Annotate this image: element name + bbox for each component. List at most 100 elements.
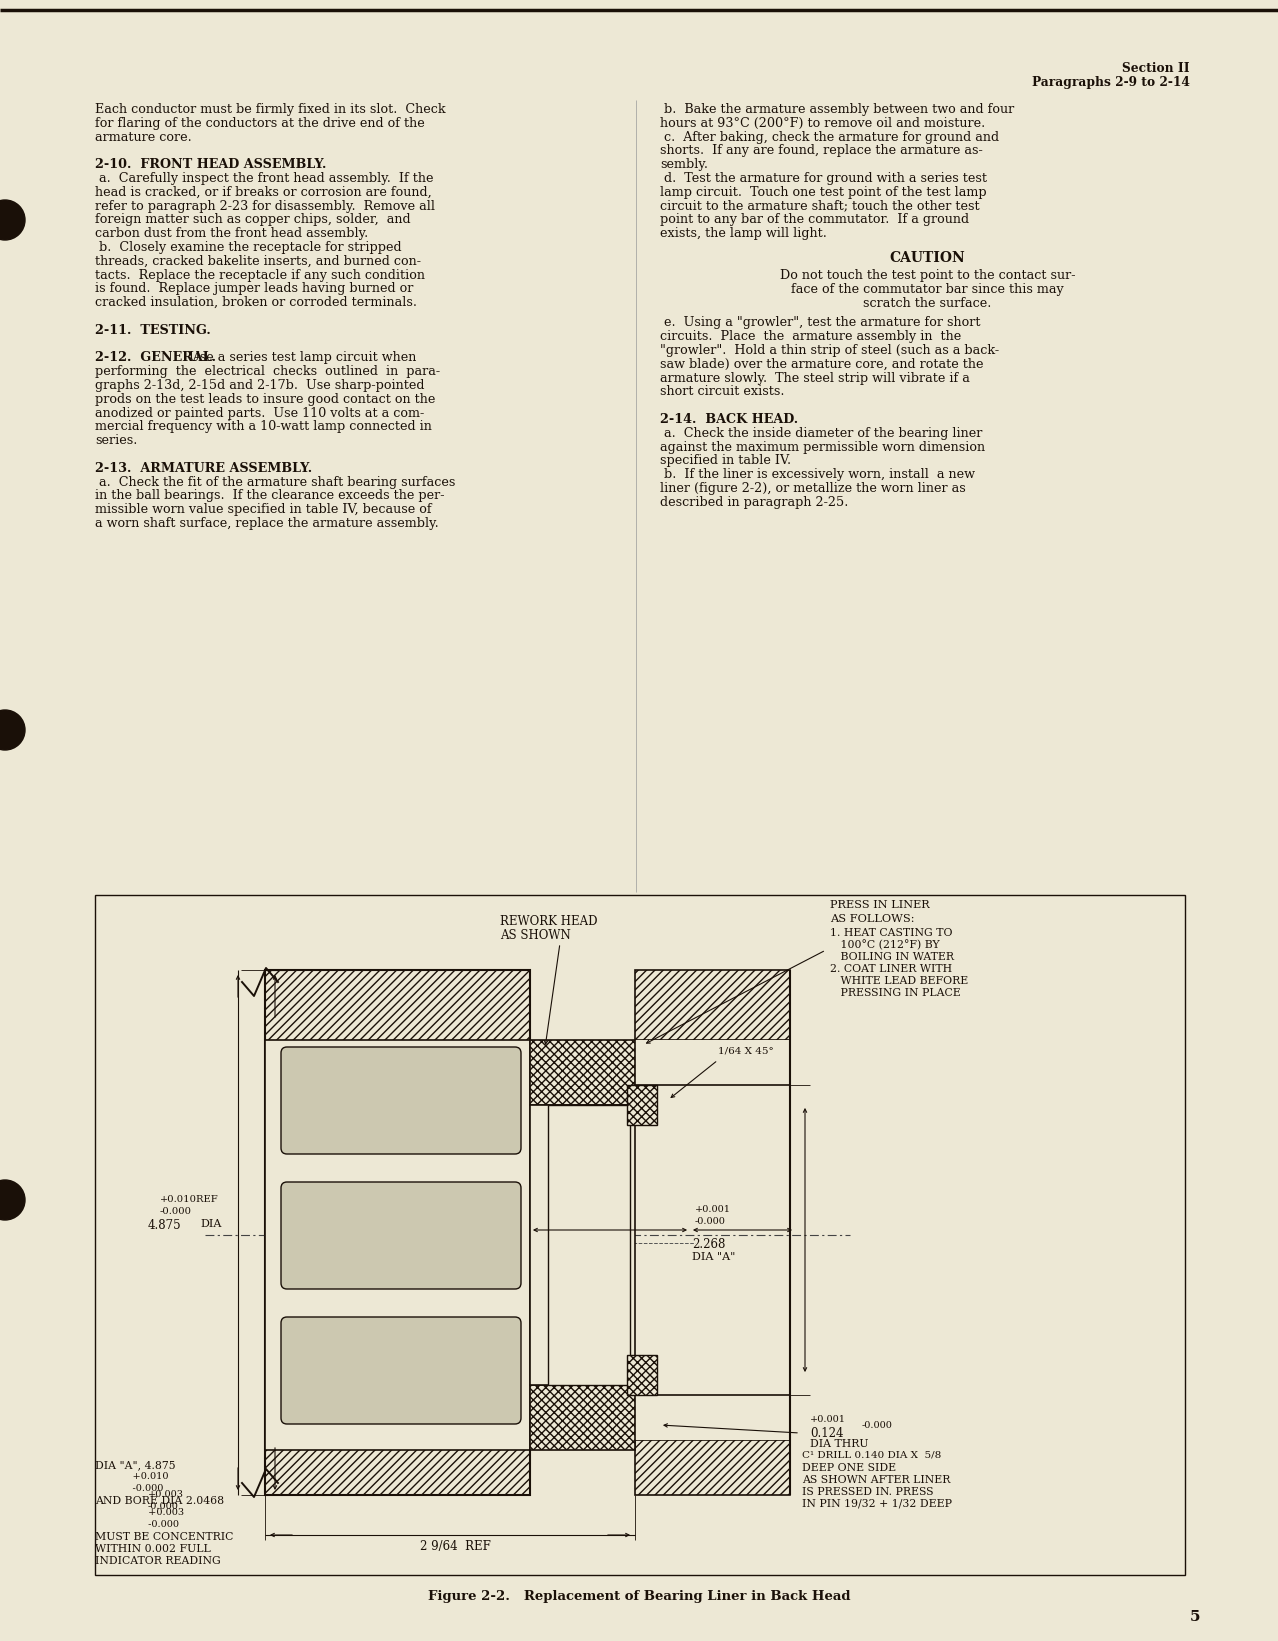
Bar	[95, 894, 1185, 1575]
Text: 5: 5	[1190, 1610, 1200, 1625]
Text: +0.010REF: +0.010REF	[160, 1195, 219, 1204]
Text: b.  If the liner is excessively worn, install  a new: b. If the liner is excessively worn, ins…	[659, 468, 975, 481]
Circle shape	[0, 200, 26, 240]
Text: exists, the lamp will light.: exists, the lamp will light.	[659, 226, 827, 240]
Text: scratch the surface.: scratch the surface.	[864, 297, 992, 310]
Text: sembly.: sembly.	[659, 158, 708, 171]
Text: DIA "A": DIA "A"	[691, 1252, 735, 1262]
Text: performing  the  electrical  checks  outlined  in  para-: performing the electrical checks outline…	[95, 366, 440, 377]
Text: saw blade) over the armature core, and rotate the: saw blade) over the armature core, and r…	[659, 358, 984, 371]
Text: mercial frequency with a 10-watt lamp connected in: mercial frequency with a 10-watt lamp co…	[95, 420, 432, 433]
Text: BOILING IN WATER: BOILING IN WATER	[829, 952, 953, 962]
Text: +0.010: +0.010	[95, 1472, 169, 1480]
Text: DIA "A", 4.875: DIA "A", 4.875	[95, 1460, 175, 1470]
Text: Use a series test lamp circuit when: Use a series test lamp circuit when	[189, 351, 417, 364]
Text: tacts.  Replace the receptacle if any such condition: tacts. Replace the receptacle if any suc…	[95, 269, 426, 282]
Circle shape	[0, 1180, 26, 1219]
Text: 2-13.  ARMATURE ASSEMBLY.: 2-13. ARMATURE ASSEMBLY.	[95, 461, 312, 474]
Text: +0.001: +0.001	[695, 1204, 731, 1214]
Text: -0.0000: -0.0000	[535, 1249, 573, 1259]
Text: circuits.  Place  the  armature assembly in  the: circuits. Place the armature assembly in…	[659, 330, 961, 343]
Text: 2-10.  FRONT HEAD ASSEMBLY.: 2-10. FRONT HEAD ASSEMBLY.	[95, 158, 326, 171]
Text: Each conductor must be firmly fixed in its slot.  Check: Each conductor must be firmly fixed in i…	[95, 103, 446, 117]
Text: e.  Using a "growler", test the armature for short: e. Using a "growler", test the armature …	[659, 317, 980, 330]
FancyBboxPatch shape	[281, 1318, 521, 1424]
Text: a worn shaft surface, replace the armature assembly.: a worn shaft surface, replace the armatu…	[95, 517, 438, 530]
Text: in the ball bearings.  If the clearance exceeds the per-: in the ball bearings. If the clearance e…	[95, 489, 445, 502]
Text: b.  Closely examine the receptacle for stripped: b. Closely examine the receptacle for st…	[95, 241, 401, 254]
Text: threads, cracked bakelite inserts, and burned con-: threads, cracked bakelite inserts, and b…	[95, 254, 420, 267]
Text: -0.000: -0.000	[95, 1483, 164, 1493]
Bar	[530, 1104, 635, 1385]
Text: WITHIN 0.002 FULL: WITHIN 0.002 FULL	[95, 1544, 211, 1554]
Bar	[265, 1040, 530, 1451]
Bar	[265, 970, 530, 1495]
Text: 2. COAT LINER WITH: 2. COAT LINER WITH	[829, 963, 952, 975]
Text: +0.0003: +0.0003	[535, 1237, 578, 1247]
Text: refer to paragraph 2-23 for disassembly.  Remove all: refer to paragraph 2-23 for disassembly.…	[95, 200, 435, 213]
Bar	[627, 1085, 657, 1126]
Text: series.: series.	[95, 435, 137, 448]
Text: armature core.: armature core.	[95, 131, 192, 144]
Text: graphs 2-13d, 2-15d and 2-17b.  Use sharp-pointed: graphs 2-13d, 2-15d and 2-17b. Use sharp…	[95, 379, 424, 392]
Text: head is cracked, or if breaks or corrosion are found,: head is cracked, or if breaks or corrosi…	[95, 185, 432, 199]
Text: AND BORE DIA 2.0468: AND BORE DIA 2.0468	[95, 1497, 224, 1506]
Text: armature slowly.  The steel strip will vibrate if a: armature slowly. The steel strip will vi…	[659, 371, 970, 384]
Text: PRESS IN LINER: PRESS IN LINER	[829, 899, 930, 911]
Text: b.  Bake the armature assembly between two and four: b. Bake the armature assembly between tw…	[659, 103, 1015, 117]
Text: 1. HEAT CASTING TO: 1. HEAT CASTING TO	[829, 929, 952, 939]
Text: lamp circuit.  Touch one test point of the test lamp: lamp circuit. Touch one test point of th…	[659, 185, 987, 199]
Text: short circuit exists.: short circuit exists.	[659, 386, 785, 399]
Text: -0.000: -0.000	[95, 1520, 179, 1529]
Text: +0.001: +0.001	[810, 1415, 846, 1424]
Text: 100°C (212°F) BY: 100°C (212°F) BY	[829, 940, 939, 950]
Text: AS FOLLOWS:: AS FOLLOWS:	[829, 914, 915, 924]
Text: -0.000: -0.000	[160, 1208, 192, 1216]
Text: a.  Check the inside diameter of the bearing liner: a. Check the inside diameter of the bear…	[659, 427, 983, 440]
Text: 0.124: 0.124	[810, 1428, 843, 1441]
Text: anodized or painted parts.  Use 110 volts at a com-: anodized or painted parts. Use 110 volts…	[95, 407, 424, 420]
Text: is found.  Replace jumper leads having burned or: is found. Replace jumper leads having bu…	[95, 282, 413, 295]
Text: -0.000: -0.000	[861, 1421, 893, 1429]
Text: cracked insulation, broken or corroded terminals.: cracked insulation, broken or corroded t…	[95, 295, 417, 309]
Text: DIA THRU: DIA THRU	[810, 1439, 869, 1449]
Text: Do not touch the test point to the contact sur-: Do not touch the test point to the conta…	[780, 269, 1075, 282]
Text: a.  Carefully inspect the front head assembly.  If the: a. Carefully inspect the front head asse…	[95, 172, 433, 185]
Text: c.  After baking, check the armature for ground and: c. After baking, check the armature for …	[659, 131, 999, 144]
Text: DIA: DIA	[199, 1219, 221, 1229]
Text: 2.0468: 2.0468	[532, 1260, 573, 1273]
Text: 1/64 X 45°: 1/64 X 45°	[718, 1047, 773, 1057]
Text: 4.875: 4.875	[148, 1219, 181, 1232]
Text: described in paragraph 2-25.: described in paragraph 2-25.	[659, 496, 849, 509]
Bar	[530, 1385, 635, 1451]
Text: Figure 2-2.   Replacement of Bearing Liner in Back Head: Figure 2-2. Replacement of Bearing Liner…	[428, 1590, 850, 1603]
Text: specified in table IV.: specified in table IV.	[659, 455, 791, 468]
Text: circuit to the armature shaft; touch the other test: circuit to the armature shaft; touch the…	[659, 200, 980, 213]
Text: missible worn value specified in table IV, because of: missible worn value specified in table I…	[95, 504, 432, 517]
Text: 2-11.  TESTING.: 2-11. TESTING.	[95, 323, 211, 336]
Bar	[635, 970, 790, 1040]
Text: liner (figure 2-2), or metallize the worn liner as: liner (figure 2-2), or metallize the wor…	[659, 482, 966, 496]
Bar	[635, 1040, 790, 1441]
Text: REWORK HEAD: REWORK HEAD	[500, 916, 598, 929]
Text: INDICATOR READING: INDICATOR READING	[95, 1556, 221, 1566]
Text: 2.268: 2.268	[691, 1237, 726, 1250]
Text: IS PRESSED IN. PRESS: IS PRESSED IN. PRESS	[803, 1487, 933, 1497]
Circle shape	[0, 711, 26, 750]
Text: CAUTION: CAUTION	[889, 251, 965, 264]
Text: Paragraphs 2-9 to 2-14: Paragraphs 2-9 to 2-14	[1033, 75, 1190, 89]
Text: IN PIN 19/32 + 1/32 DEEP: IN PIN 19/32 + 1/32 DEEP	[803, 1498, 952, 1510]
Text: -0.000: -0.000	[695, 1218, 726, 1226]
Text: prods on the test leads to insure good contact on the: prods on the test leads to insure good c…	[95, 392, 436, 405]
FancyBboxPatch shape	[281, 1047, 521, 1154]
Text: -0.000: -0.000	[148, 1502, 179, 1511]
Text: C¹ DRILL 0.140 DIA X  5/8: C¹ DRILL 0.140 DIA X 5/8	[803, 1451, 942, 1460]
Text: 2 9/64  REF: 2 9/64 REF	[420, 1539, 491, 1552]
Text: +0.003: +0.003	[95, 1508, 184, 1516]
Text: foreign matter such as copper chips, solder,  and: foreign matter such as copper chips, sol…	[95, 213, 410, 226]
Text: shorts.  If any are found, replace the armature as-: shorts. If any are found, replace the ar…	[659, 144, 983, 158]
Bar	[530, 1040, 635, 1104]
Text: AS SHOWN: AS SHOWN	[500, 929, 571, 942]
Text: +0.003: +0.003	[148, 1490, 184, 1498]
Text: 2-14.  BACK HEAD.: 2-14. BACK HEAD.	[659, 414, 799, 427]
